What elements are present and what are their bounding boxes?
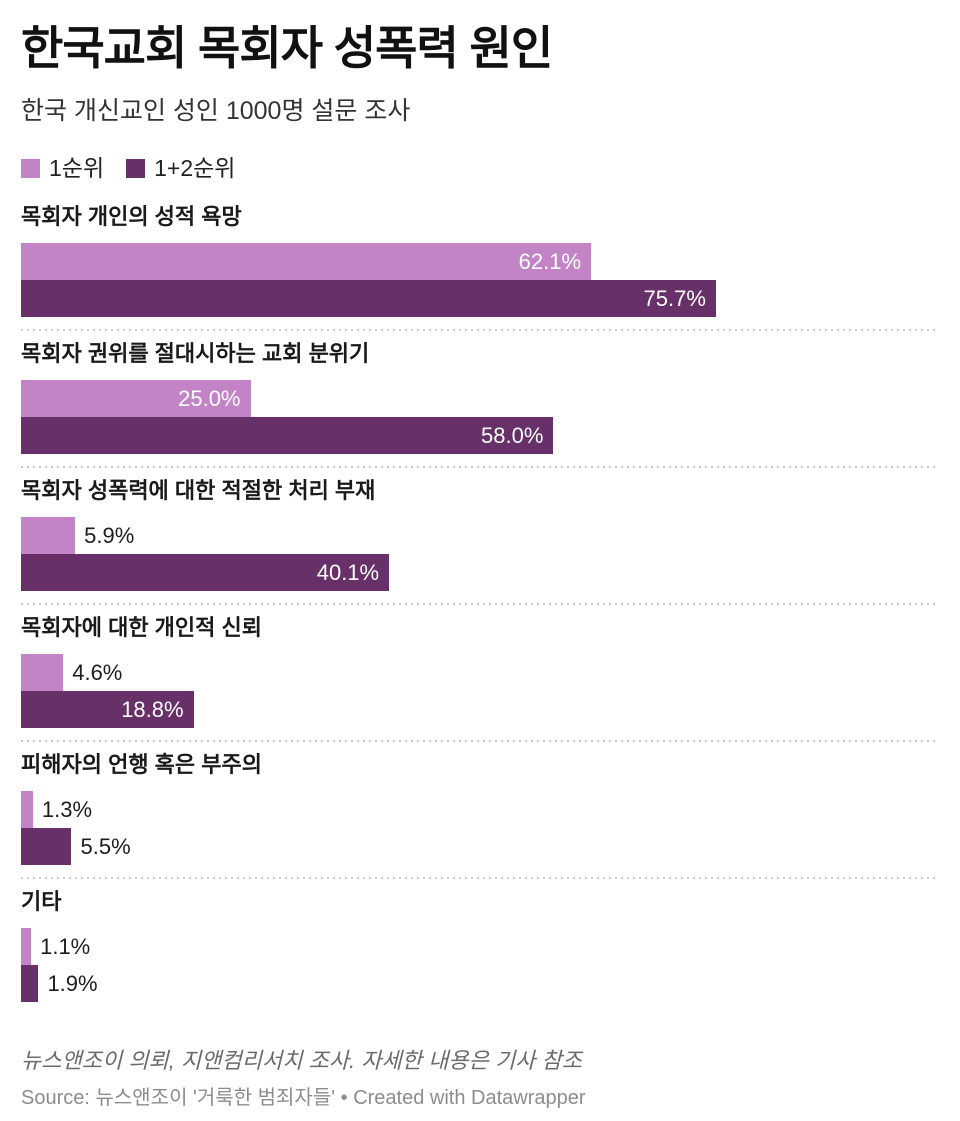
bar-rank1[interactable]: 62.1% xyxy=(21,243,592,280)
bar-value-label: 4.6% xyxy=(72,660,123,685)
category-label: 목회자 개인의 성적 욕망 xyxy=(21,204,242,229)
bar-value-label: 5.9% xyxy=(84,523,135,548)
legend-label-rank1plus2: 1+2순위 xyxy=(154,155,236,181)
bar-value-label: 75.7% xyxy=(643,286,706,311)
category-label: 피해자의 언행 혹은 부주의 xyxy=(21,752,262,777)
group-separator xyxy=(21,603,939,605)
bar-row: 25.0% xyxy=(21,380,939,417)
bar-rank1[interactable] xyxy=(21,654,64,691)
bar-rank1plus2[interactable] xyxy=(21,828,72,865)
group-separator xyxy=(21,877,939,879)
category-group: 목회자 개인의 성적 욕망 62.1% 75.7% xyxy=(21,194,939,317)
bar-value-label: 1.3% xyxy=(41,797,93,822)
group-separator xyxy=(21,740,939,742)
bar-pair: 1.3% 5.5% xyxy=(21,791,939,865)
category-group: 목회자 성폭력에 대한 적절한 처리 부재 5.9% 40.1% xyxy=(21,468,939,591)
chart-footnote: 뉴스앤조이 의뢰, 지앤컴리서치 조사. 자세한 내용은 기사 참조 xyxy=(21,1048,583,1073)
bar-value-label: 40.1% xyxy=(316,560,380,585)
bar-pair: 25.0% 58.0% xyxy=(21,380,939,454)
legend-item-rank1plus2: 1+2순위 xyxy=(126,155,236,181)
category-group: 목회자에 대한 개인적 신뢰 4.6% 18.8% xyxy=(21,605,939,728)
group-separator xyxy=(21,466,939,468)
bar-row: 58.0% xyxy=(21,417,939,454)
datawrapper-attribution-link[interactable]: Created with Datawrapper xyxy=(353,1087,586,1109)
bar-value-label: 1.9% xyxy=(47,971,98,996)
bar-pair: 5.9% 40.1% xyxy=(21,517,939,591)
legend-swatch-rank1 xyxy=(21,158,40,178)
bar-pair: 1.1% 1.9% xyxy=(21,928,939,1002)
bar-rank1[interactable] xyxy=(21,517,76,554)
bar-row: 4.6% xyxy=(21,654,939,691)
bar-rank1[interactable]: 25.0% xyxy=(21,380,251,417)
bar-rank1plus2[interactable]: 40.1% xyxy=(21,554,390,591)
bar-value-label: 25.0% xyxy=(178,386,241,411)
group-separator xyxy=(21,329,939,331)
legend: 1순위 1+2순위 xyxy=(21,155,939,181)
category-label: 목회자 성폭력에 대한 적절한 처리 부재 xyxy=(21,478,376,503)
category-group: 목회자 권위를 절대시하는 교회 분위기 25.0% 58.0% xyxy=(21,331,939,454)
page-title: 한국교회 목회자 성폭력 원인 xyxy=(21,22,553,74)
bar-value-label: 62.1% xyxy=(518,249,582,274)
bar-row: 1.9% xyxy=(21,965,939,1002)
bar-rank1plus2[interactable]: 18.8% xyxy=(21,691,194,728)
bar-chart: 목회자 개인의 성적 욕망 62.1% 75.7% 목회자 권위를 절대시하는 교회 … xyxy=(21,194,939,1002)
bar-row: 1.3% xyxy=(21,791,939,828)
bar-row: 75.7% xyxy=(21,280,939,317)
category-group: 피해자의 언행 혹은 부주의 1.3% 5.5% xyxy=(21,742,939,865)
bar-row: 5.9% xyxy=(21,517,939,554)
legend-label-rank1: 1순위 xyxy=(49,155,105,181)
bar-rank1[interactable] xyxy=(21,791,33,828)
bar-rank1[interactable] xyxy=(21,928,32,965)
bar-row: 62.1% xyxy=(21,243,939,280)
category-label: 기타 xyxy=(21,889,62,914)
bar-pair: 62.1% 75.7% xyxy=(21,243,939,317)
source-text: Source: 뉴스앤조이 '거룩한 범죄자들' xyxy=(21,1087,336,1109)
bar-value-label: 58.0% xyxy=(481,423,544,448)
category-label: 목회자에 대한 개인적 신뢰 xyxy=(21,615,262,640)
bar-row: 5.5% xyxy=(21,828,939,865)
chart-subtitle: 한국 개신교인 성인 1000명 설문 조사 xyxy=(21,97,411,125)
source-separator: • xyxy=(340,1087,348,1109)
legend-swatch-rank1plus2 xyxy=(126,158,146,178)
bar-row: 40.1% xyxy=(21,554,939,591)
bar-rank1plus2[interactable] xyxy=(21,965,39,1002)
legend-item-rank1: 1순위 xyxy=(21,155,105,181)
bar-row: 18.8% xyxy=(21,691,939,728)
bar-rank1plus2[interactable]: 58.0% xyxy=(21,417,554,454)
category-label: 목회자 권위를 절대시하는 교회 분위기 xyxy=(21,341,370,366)
bar-value-label: 18.8% xyxy=(121,697,184,722)
bar-value-label: 5.5% xyxy=(80,834,131,859)
bar-pair: 4.6% 18.8% xyxy=(21,654,939,728)
bar-rank1plus2[interactable]: 75.7% xyxy=(21,280,716,317)
source-line: Source: 뉴스앤조이 '거룩한 범죄자들' • Created with … xyxy=(21,1086,939,1110)
category-group: 기타 1.1% 1.9% xyxy=(21,879,939,1002)
bar-row: 1.1% xyxy=(21,928,939,965)
bar-value-label: 1.1% xyxy=(40,934,91,959)
